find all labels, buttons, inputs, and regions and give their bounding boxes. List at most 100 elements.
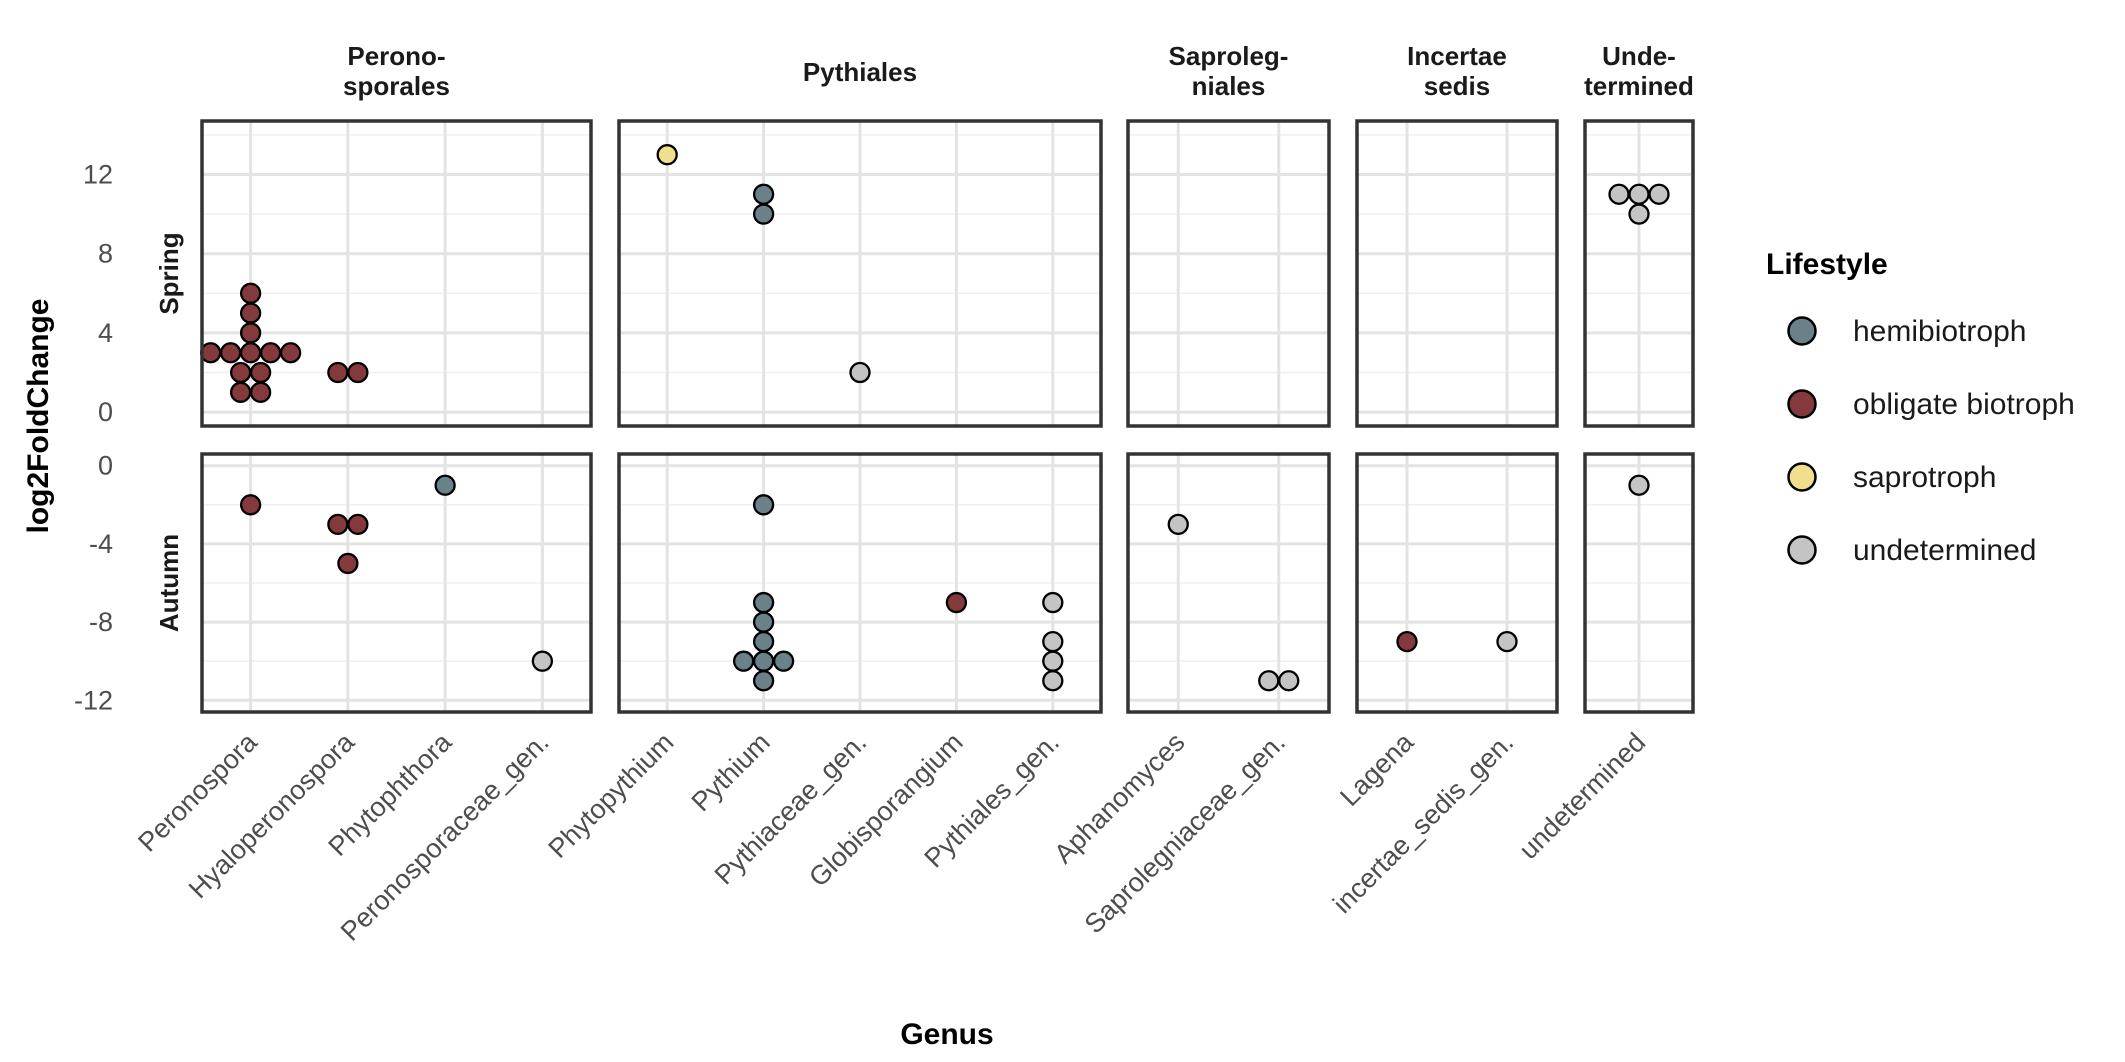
panel-autumn-4 <box>1357 454 1557 712</box>
data-point <box>656 144 678 166</box>
data-point <box>752 203 775 225</box>
column-strip-label: Perono-sporales <box>343 41 450 101</box>
legend-key <box>1787 462 1817 492</box>
data-point <box>1042 670 1064 692</box>
legend: Lifestyle hemibiotroph obligate biotroph sa… <box>1766 248 2075 567</box>
data-point <box>1608 183 1630 205</box>
x-tick-label: Saprolegniaceae_gen. <box>1079 727 1291 939</box>
data-point <box>752 591 775 614</box>
data-point <box>1258 670 1280 692</box>
data-point <box>337 552 359 575</box>
x-tick-label: Phytopythium <box>543 727 680 864</box>
data-point <box>279 342 302 364</box>
y-tick-label: 4 <box>98 318 113 348</box>
panel-spring-4 <box>1357 121 1557 426</box>
legend-label: obligate biotroph <box>1853 388 2075 421</box>
data-point <box>434 474 456 496</box>
panel-autumn-5 <box>1585 454 1693 712</box>
x-axis-title: Genus <box>900 1018 993 1051</box>
y-tick-label: 12 <box>83 159 113 189</box>
column-strip-label: Saproleg-niales <box>1169 41 1289 101</box>
data-point <box>1167 513 1189 536</box>
legend-key <box>1787 535 1817 565</box>
panel-border <box>1355 452 1559 714</box>
data-point <box>239 494 262 516</box>
panel-autumn-3 <box>1128 454 1329 712</box>
data-point <box>1042 650 1064 672</box>
y-tick-label: -8 <box>89 607 113 637</box>
data-point <box>327 361 349 384</box>
panel-border <box>1583 452 1695 714</box>
panel-border <box>200 452 593 714</box>
data-point <box>1628 183 1650 205</box>
data-point <box>199 342 222 364</box>
row-strip-label: Autumn <box>154 534 184 632</box>
legend-label: saprotroph <box>1853 461 1996 494</box>
data-point <box>239 342 262 364</box>
data-point <box>752 670 775 692</box>
legend-title: Lifestyle <box>1766 248 1888 281</box>
panel-border <box>617 119 1103 428</box>
data-point <box>1042 630 1064 653</box>
column-strip-label: Incertae sedis <box>1407 41 1507 101</box>
x-tick-label: Hyaloperonospora <box>183 726 361 904</box>
panel-border <box>1126 452 1331 714</box>
points-layer <box>199 144 1670 692</box>
panel-border <box>200 119 593 428</box>
data-point <box>772 650 795 672</box>
data-point <box>229 361 252 384</box>
panel-border <box>1126 119 1331 428</box>
data-point <box>327 513 349 536</box>
data-point <box>259 342 282 364</box>
data-point <box>239 282 262 304</box>
data-point <box>249 381 272 403</box>
panel-spring-5 <box>1585 121 1693 426</box>
column-strip-label: Pythiales <box>803 57 917 87</box>
data-point <box>347 361 369 384</box>
y-tick-label: 0 <box>98 451 113 481</box>
data-point <box>732 650 755 672</box>
panel-spring-3 <box>1128 121 1329 426</box>
y-tick-label: 0 <box>98 397 113 427</box>
data-point <box>219 342 242 364</box>
panel-border <box>1583 119 1695 428</box>
y-tick-label: 8 <box>98 239 113 269</box>
data-point <box>531 650 554 672</box>
data-point <box>1496 630 1518 653</box>
data-point <box>1278 670 1300 692</box>
panel-autumn-1 <box>202 454 591 712</box>
x-tick-label: incertae_sedis_gen. <box>1327 727 1519 919</box>
data-point <box>1628 203 1650 225</box>
panel-autumn-2 <box>619 454 1101 712</box>
data-point <box>249 361 272 384</box>
data-point <box>1042 591 1064 614</box>
panel-border <box>617 452 1103 714</box>
data-point <box>752 630 775 653</box>
legend-label: hemibiotroph <box>1853 315 2026 348</box>
y-axis-title: log2FoldChange <box>22 299 55 534</box>
data-point <box>945 591 968 614</box>
data-point <box>752 611 775 633</box>
data-point <box>347 513 369 536</box>
data-point <box>1396 630 1418 653</box>
legend-key <box>1787 316 1817 346</box>
y-tick-label: -4 <box>89 529 113 559</box>
data-point <box>752 650 775 672</box>
panel-border <box>1355 119 1559 428</box>
data-point <box>239 322 262 344</box>
data-point <box>752 183 775 205</box>
data-point <box>1628 474 1650 496</box>
data-point <box>752 494 775 516</box>
column-strip-label: Unde-termined <box>1584 41 1694 101</box>
x-tick-label: undetermined <box>1513 727 1651 865</box>
x-tick-label: Pythium <box>686 727 776 817</box>
data-point <box>849 361 871 384</box>
legend-key <box>1787 389 1817 419</box>
y-tick-label: -12 <box>74 685 113 715</box>
data-point <box>1648 183 1670 205</box>
data-point <box>229 381 252 403</box>
data-point <box>239 302 262 324</box>
x-tick-label: Lagena <box>1334 726 1420 812</box>
row-strip-label: Spring <box>154 232 184 314</box>
